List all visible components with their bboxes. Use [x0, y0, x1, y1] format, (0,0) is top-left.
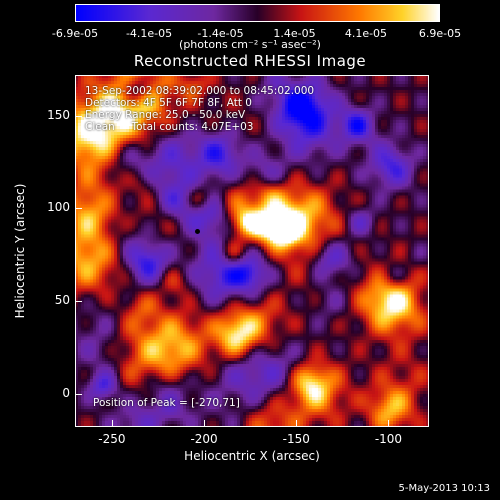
x-tick-mark	[388, 420, 390, 427]
annotation-energy-range: Energy Range: 25.0 - 50.0 keV	[85, 109, 246, 121]
peak-marker	[194, 228, 200, 234]
y-tick-label: 100	[47, 200, 70, 215]
x-axis-label: Heliocentric X (arcsec)	[184, 449, 320, 463]
plot-area: 13-Sep-2002 08:39:02.000 to 08:45:02.000…	[75, 75, 429, 427]
colorbar-tick-label: -4.1e-05	[125, 27, 173, 40]
heatmap-image	[75, 75, 429, 427]
colorbar-tick-label: -1.4e-05	[197, 27, 244, 40]
colorbar-tick-label: 1.4e-05	[273, 27, 316, 40]
y-tick-mark	[75, 393, 82, 395]
y-tick-label: 0	[62, 385, 70, 400]
colorbar-tick-label: 4.1e-05	[344, 27, 388, 40]
x-tick-label: -100	[374, 432, 403, 446]
y-axis-label: Heliocentric Y (arcsec)	[13, 183, 27, 319]
x-tick-mark	[204, 420, 206, 427]
colorbar	[75, 4, 440, 22]
annotation-clean-counts: Clean Total counts: 4.07E+03	[85, 121, 254, 133]
footer-date: 5-May-2013 10:13	[398, 483, 490, 494]
plot-frame	[75, 75, 429, 427]
y-tick-label: 50	[54, 293, 70, 308]
x-tick-mark	[111, 420, 113, 427]
colorbar-unit-label: (photons cm⁻² s⁻¹ asec⁻²)	[179, 38, 321, 51]
x-tick-mark	[296, 420, 298, 427]
y-tick-mark	[75, 301, 82, 303]
annotation-peak-position: Position of Peak = [-270,71]	[93, 397, 240, 409]
y-tick-mark	[75, 115, 82, 117]
annotation-time-range: 13-Sep-2002 08:39:02.000 to 08:45:02.000	[85, 85, 315, 97]
x-tick-label: -250	[98, 432, 126, 446]
x-tick-label: -200	[190, 432, 218, 446]
colorbar-tick-label: -6.9e-05	[51, 27, 99, 40]
annotation-detectors: Detectors: 4F 5F 6F 7F 8F, Att 0	[85, 97, 252, 109]
y-tick-mark	[75, 208, 82, 210]
y-tick-label: 150	[47, 107, 70, 122]
x-tick-label: -150	[282, 432, 310, 446]
colorbar-tick-label: 6.9e-05	[418, 27, 462, 40]
chart-title: Reconstructed RHESSI Image	[133, 52, 367, 70]
